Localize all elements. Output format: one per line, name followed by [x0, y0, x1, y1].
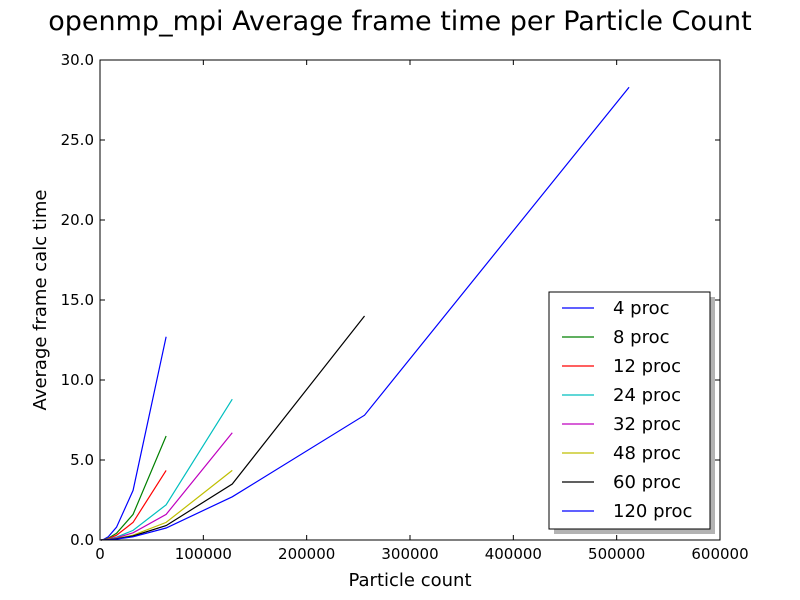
series-line-60-proc — [101, 315, 366, 541]
x-tick-label: 600000 — [691, 545, 748, 563]
y-tick-label: 5.0 — [70, 451, 94, 469]
ticks-layer: 0 100000 200000 300000 400000 500000 600000 0.0… — [61, 51, 749, 563]
legend-entry-label: 32 proc — [613, 414, 681, 435]
legend-entry-label: 12 proc — [613, 356, 681, 377]
x-tick-label: 0 — [95, 545, 105, 563]
y-tick-label: 25.0 — [61, 131, 94, 149]
x-tick-label: 200000 — [278, 545, 335, 563]
legend-entry-label: 120 proc — [613, 501, 692, 522]
x-tick-label: 400000 — [485, 545, 542, 563]
y-tick-label: 20.0 — [61, 211, 94, 229]
x-tick-label: 100000 — [175, 545, 232, 563]
legend: 4 proc 8 proc 12 proc 24 proc 32 proc 48 proc… — [548, 291, 715, 534]
y-tick-label: 15.0 — [61, 291, 94, 309]
legend-box — [548, 291, 711, 530]
legend-entry-label: 24 proc — [613, 385, 681, 406]
series-line-4-proc — [100, 336, 167, 541]
x-tick-label: 300000 — [381, 545, 438, 563]
y-axis-label: Average frame calc time — [30, 190, 51, 411]
legend-entry-label: 8 proc — [613, 327, 670, 348]
y-tick-label: 10.0 — [61, 371, 94, 389]
x-axis-label: Particle count — [348, 570, 471, 591]
y-tick-label: 0.0 — [70, 531, 94, 549]
legend-entry-label: 60 proc — [613, 472, 681, 493]
legend-entry-label: 48 proc — [613, 443, 681, 464]
series-line-48-proc — [101, 469, 233, 541]
x-tick-label: 500000 — [588, 545, 645, 563]
y-tick-label: 30.0 — [61, 51, 94, 69]
legend-entry-label: 4 proc — [613, 298, 670, 319]
chart-title: openmp_mpi Average frame time per Partic… — [48, 6, 752, 37]
